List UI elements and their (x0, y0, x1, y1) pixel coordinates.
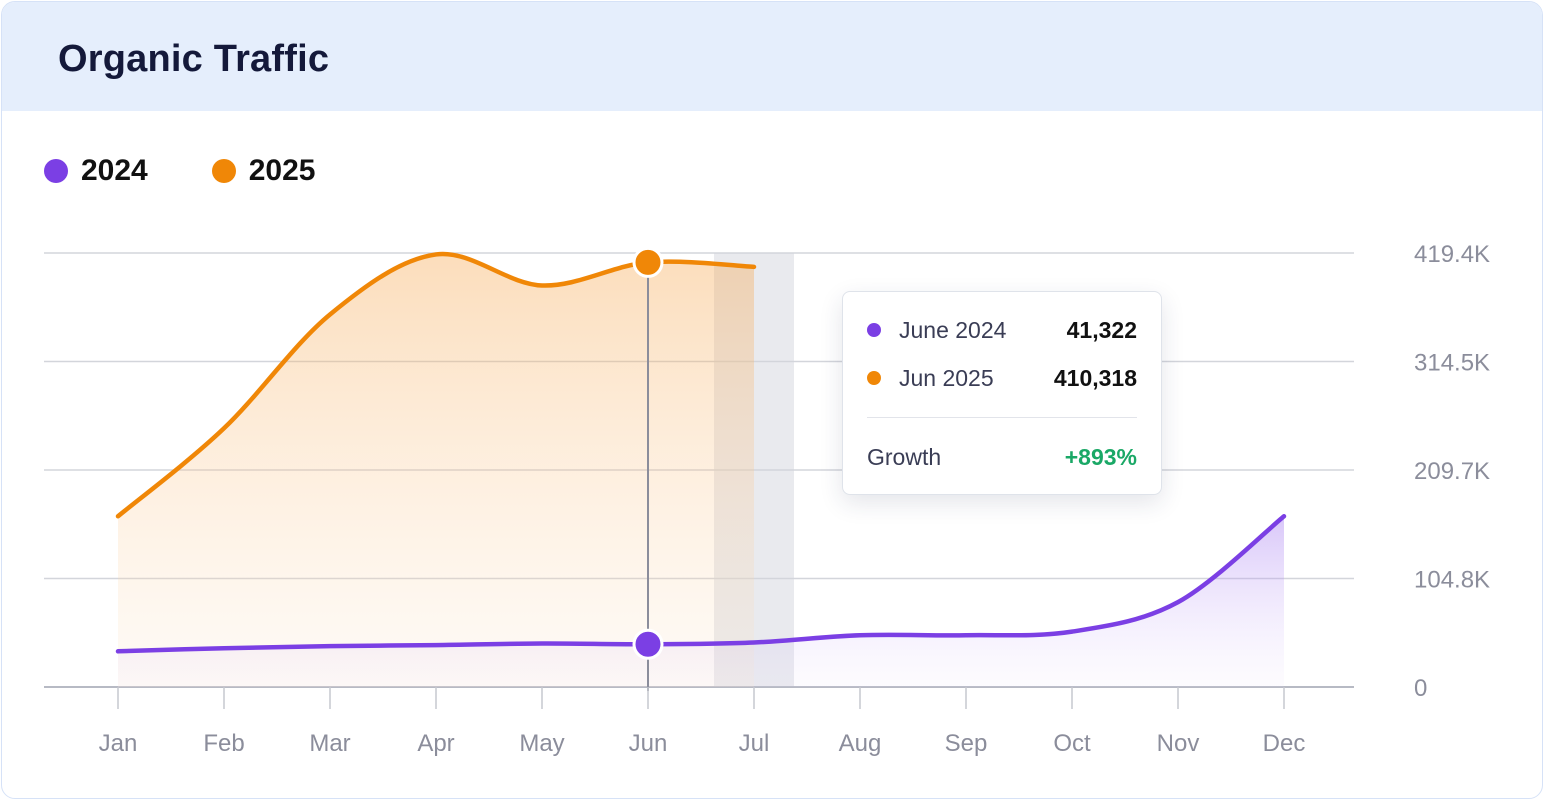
legend-dot-2025 (211, 159, 236, 183)
x-tick-label-mar: Mar (309, 730, 350, 757)
tooltip-label-2024: June 2024 (899, 316, 1007, 343)
tooltip-divider (867, 417, 1137, 418)
y-tick-label: 419.4K (1414, 241, 1490, 268)
line-series-2024[interactable] (115, 514, 1287, 654)
x-tick-label-aug: Aug (839, 730, 882, 757)
x-tick-label-jan: Jan (99, 730, 138, 757)
x-tick-label-may: May (519, 730, 564, 757)
card-header: Organic Traffic (2, 2, 1542, 111)
marker-2024-jun[interactable] (632, 628, 664, 660)
x-tick-label-jun: Jun (629, 730, 668, 757)
card-title: Organic Traffic (58, 38, 330, 80)
y-tick-label: 209.7K (1414, 458, 1490, 485)
y-tick-label: 314.5K (1414, 350, 1490, 377)
tooltip-dot-2025 (867, 371, 881, 385)
tooltip-growth-value: +893% (1064, 443, 1137, 470)
y-tick-label: 0 (1414, 675, 1427, 702)
legend-label-2024: 2024 (81, 154, 148, 187)
marker-2025-jun[interactable] (632, 246, 664, 278)
area-series-2024 (118, 516, 1284, 687)
area-series-2025 (118, 253, 754, 688)
tooltip-growth-label: Growth (867, 443, 942, 470)
chart-legend: 2024 2025 (44, 154, 380, 188)
legend-item-2024[interactable]: 2024 (44, 154, 148, 188)
legend-item-2025[interactable]: 2025 (211, 154, 316, 188)
tooltip-row-2025: Jun 2025 410,318 (867, 363, 1137, 393)
y-tick-label: 104.8K (1414, 567, 1490, 594)
x-tick-label-dec: Dec (1263, 730, 1306, 757)
tooltip-value-2024: 41,322 (1066, 316, 1137, 343)
x-tick-label-oct: Oct (1053, 730, 1091, 757)
tooltip-dot-2024 (867, 323, 881, 337)
legend-dot-2024 (44, 159, 68, 183)
tooltip-row-2024: June 2024 41,322 (867, 315, 1137, 345)
tooltip-label-2025: Jun 2025 (899, 364, 994, 391)
x-tick-label-apr: Apr (417, 730, 454, 757)
tooltip-value-2025: 410,318 (1053, 364, 1137, 391)
tooltip-row-growth: Growth +893% (867, 442, 1137, 472)
x-tick-label-feb: Feb (203, 730, 244, 757)
x-tick-label-sep: Sep (945, 730, 988, 757)
legend-label-2025: 2025 (248, 154, 316, 187)
x-tick-label-jul: Jul (739, 730, 770, 757)
chart-tooltip: June 2024 41,322 Jun 2025 410,318 Growth… (842, 291, 1162, 495)
x-tick-label-nov: Nov (1157, 730, 1200, 757)
